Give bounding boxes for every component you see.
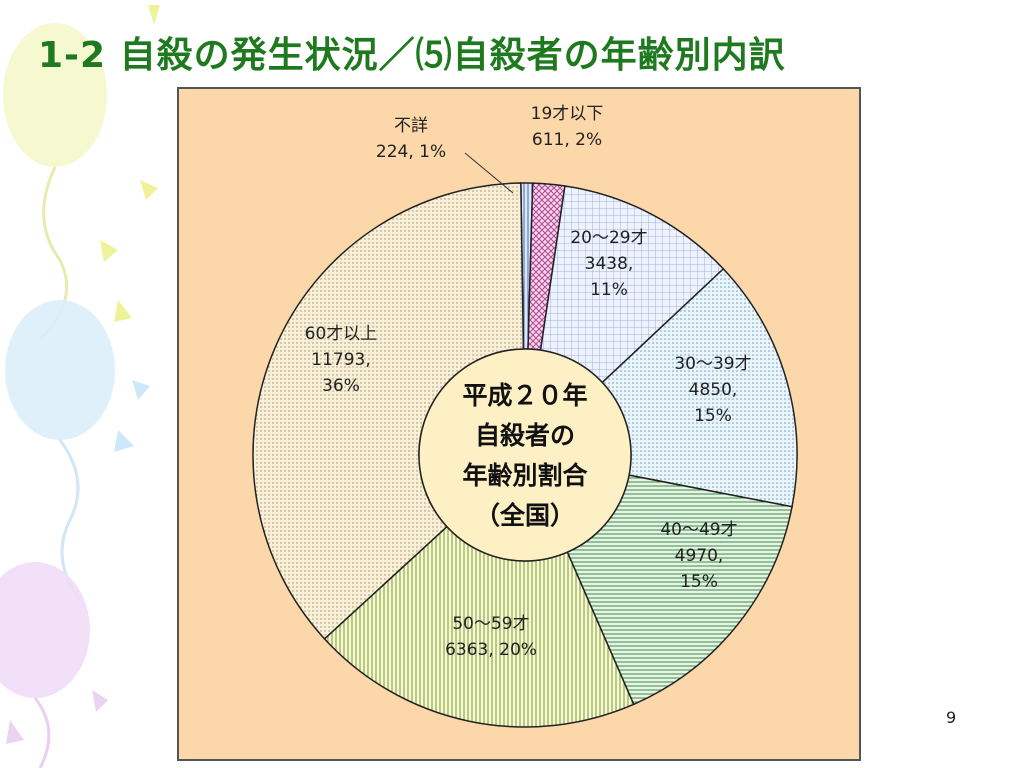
slice-label-line: 30〜39才 [674,354,751,374]
chart-panel: 平成２０年自殺者の年齢別割合 （全国） 不詳 224, 1% 19才以下 611, 2%… [177,87,861,761]
slices-layer [252,182,798,728]
slice-label-line: 3438, [585,254,634,274]
slice-label-line: 4970, [675,546,724,566]
slice-label-line: 36% [322,376,360,396]
slice-label-1: 不詳 224, 1% [376,116,446,162]
slice-label-line: 11793, [311,350,370,370]
label-leader-line [464,152,514,194]
labels-layer: 不詳 224, 1% 19才以下 611, 2% 20〜29才 3438, 11% 30〜39… [305,104,752,660]
slice-label-line: 20〜29才 [570,228,647,248]
slice-label-line: 不詳 [394,116,428,136]
confetti [6,690,108,744]
slide-title: 1-2 自殺の発生状況／⑸自殺者の年齢別内訳 [38,35,786,76]
balloon-shape [5,300,115,440]
slice-label-line: 224, 1% [376,142,446,162]
slice-label-3: 20〜29才 3438, 11% [570,228,647,300]
center-text-line: 年齢別割合 [462,461,588,490]
slice-label-2: 19才以下 611, 2% [531,104,604,150]
confetti [114,380,150,452]
page-number: 9 [946,708,957,727]
balloon-string [33,697,51,768]
balloon-shape [0,562,90,698]
slice-label-line: 40〜49才 [660,520,737,540]
slice-label-6: 50〜59才 6363, 20% [445,614,537,660]
slice-label-line: 611, 2% [532,130,602,150]
slice-label-line: 19才以下 [531,104,604,124]
slice-label-line: 4850, [689,380,738,400]
slice-label-line: 6363, 20% [445,640,537,660]
slice-label-4: 30〜39才 4850, 15% [674,354,751,426]
center-text-line: （全国） [475,501,575,530]
balloon-shape [3,23,107,167]
slice-label-7: 60才以上 11793, 36% [305,324,378,396]
slice-label-line: 11% [590,280,628,300]
confetti [100,5,160,322]
center-text-line: 自殺者の [475,421,575,450]
center-disc [418,348,632,562]
slice-label-line: 15% [680,572,718,592]
slice-label-5: 40〜49才 4970, 15% [660,520,737,592]
slice-label-line: 60才以上 [305,324,378,344]
center-text-line: 平成２０年 [462,381,587,410]
slice-label-line: 50〜59才 [452,614,529,634]
slice-label-line: 15% [694,406,732,426]
